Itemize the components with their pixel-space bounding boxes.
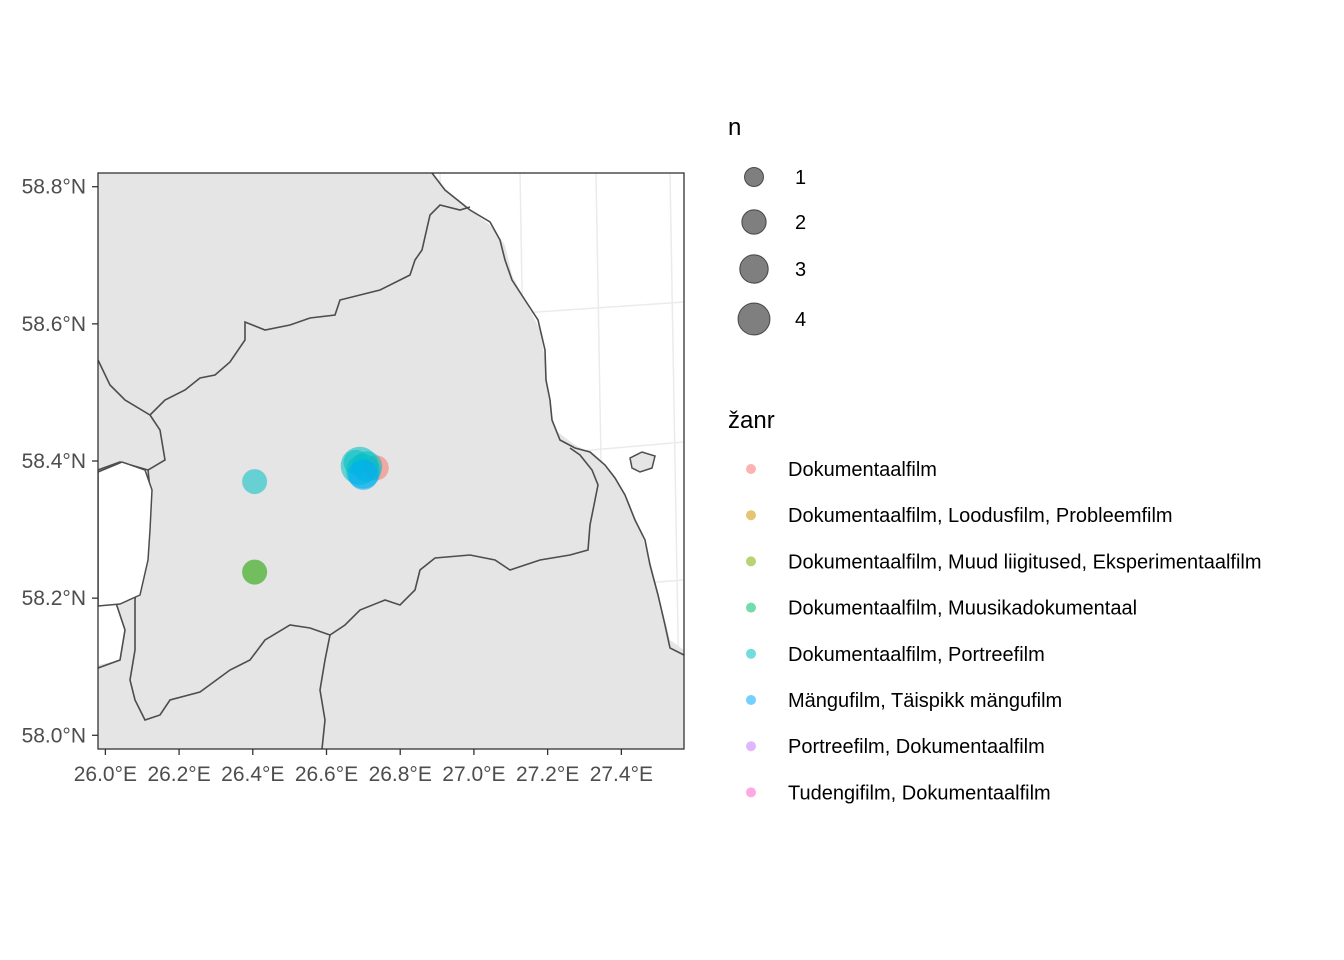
- data-point: [242, 469, 268, 495]
- genre-legend-label: Mängufilm, Täispikk mängufilm: [788, 690, 1062, 712]
- size-legend-label: 1: [795, 167, 806, 189]
- genre-legend-label: Tudengifilm, Dokumentaalfilm: [788, 782, 1051, 804]
- genre-legend-key: [746, 602, 756, 613]
- y-axis: 58.0°N 58.2°N 58.4°N 58.6°N 58.8°N: [22, 176, 98, 747]
- data-point: [348, 459, 379, 490]
- genre-legend: žanr Dokumentaalfilm Dokumentaalfilm, Loo…: [728, 407, 1262, 804]
- size-legend-label: 4: [795, 309, 806, 331]
- genre-legend-key: [746, 464, 756, 474]
- x-tick-label: 26.4°E: [221, 763, 284, 786]
- island: [629, 451, 656, 473]
- x-tick-label: 26.6°E: [295, 763, 358, 786]
- genre-legend-key: [746, 648, 756, 659]
- genre-legend-label: Dokumentaalfilm, Muud liigitused, Eksper…: [788, 551, 1262, 573]
- y-tick-label: 58.8°N: [22, 176, 86, 199]
- x-tick-label: 27.2°E: [516, 763, 579, 786]
- genre-legend-key: [746, 787, 756, 798]
- size-legend-label: 2: [795, 212, 806, 234]
- size-legend-label: 3: [795, 259, 806, 281]
- lake: [98, 461, 153, 607]
- genre-legend-key: [746, 510, 756, 521]
- genre-legend-title: žanr: [728, 407, 775, 434]
- genre-legend-key: [746, 695, 756, 705]
- points-layer: [242, 446, 389, 585]
- land-area: [98, 173, 684, 749]
- size-legend-key: [739, 254, 769, 284]
- genre-legend-label: Dokumentaalfilm: [788, 459, 937, 481]
- size-legend-key: [744, 167, 764, 187]
- y-tick-label: 58.0°N: [22, 724, 86, 747]
- size-legend-title: n: [728, 114, 741, 141]
- x-tick-label: 26.0°E: [74, 763, 137, 786]
- y-tick-label: 58.2°N: [22, 587, 86, 610]
- genre-legend-label: Dokumentaalfilm, Muusikadokumentaal: [788, 598, 1137, 620]
- size-legend: n 1 2 3 4: [728, 114, 806, 336]
- x-tick-label: 26.8°E: [369, 763, 432, 786]
- y-tick-label: 58.4°N: [22, 450, 86, 473]
- x-tick-label: 27.4°E: [590, 763, 653, 786]
- genre-legend-label: Dokumentaalfilm, Loodusfilm, Probleemfil…: [788, 505, 1173, 527]
- x-tick-label: 27.0°E: [442, 763, 505, 786]
- genre-legend-label: Dokumentaalfilm, Portreefilm: [788, 644, 1045, 666]
- x-tick-label: 26.2°E: [147, 763, 210, 786]
- size-legend-key: [741, 209, 767, 235]
- x-axis: 26.0°E 26.2°E 26.4°E 26.6°E 26.8°E 27.0°E 27.2…: [74, 749, 653, 786]
- genre-legend-key: [746, 741, 756, 752]
- genre-legend-label: Portreefilm, Dokumentaalfilm: [788, 736, 1045, 758]
- y-tick-label: 58.6°N: [22, 313, 86, 336]
- genre-legend-key: [746, 556, 756, 567]
- data-point: [242, 559, 268, 585]
- size-legend-key: [737, 302, 771, 336]
